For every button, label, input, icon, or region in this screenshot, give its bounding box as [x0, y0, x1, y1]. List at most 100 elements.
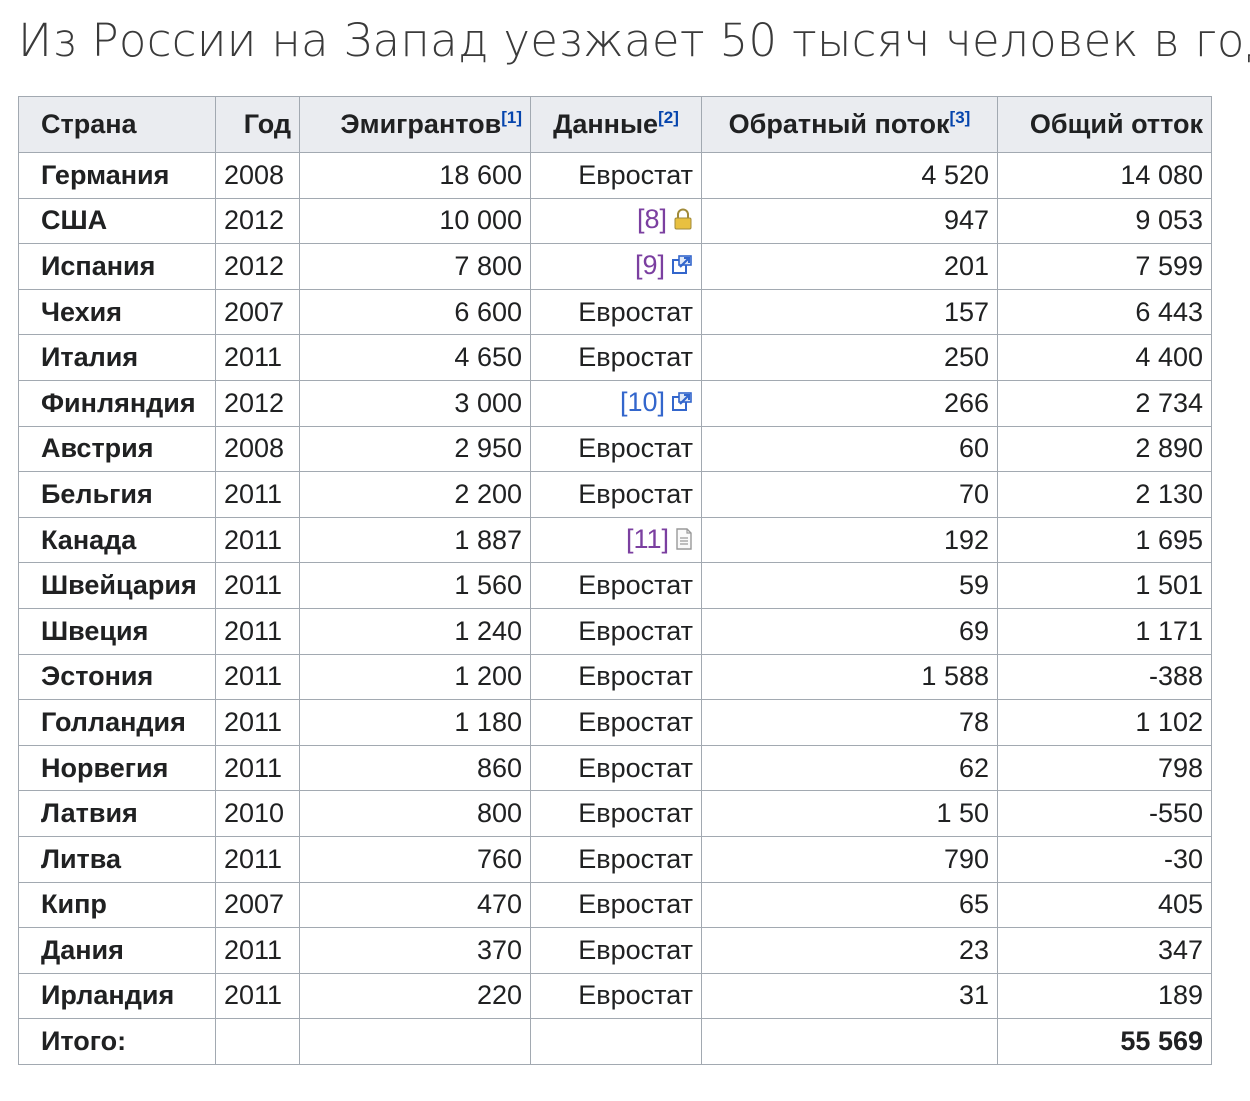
cell-year: 2011: [215, 699, 300, 746]
table-row: США 2012 10 000 [8] 947 9 053: [18, 197, 1212, 245]
cell-return: 1 50: [701, 790, 998, 837]
source-label: Евростат: [578, 570, 693, 601]
cell-total: 405: [997, 881, 1212, 929]
table-row: Швейцария 2011 1 560 Евростат 59 1 501: [18, 562, 1212, 609]
source-ref-link[interactable]: [9]: [634, 249, 665, 280]
source-label: Евростат: [578, 342, 693, 373]
cell-return: 266: [701, 379, 998, 427]
cell-country: Кипр: [18, 881, 216, 929]
document-icon[interactable]: [675, 526, 693, 557]
cell-return: 790: [701, 835, 998, 883]
lock-icon[interactable]: [673, 206, 693, 237]
source-label: Евростат: [578, 889, 693, 920]
table-row: Чехия 2007 6 600 Евростат 157 6 443: [18, 288, 1212, 336]
table-row: Латвия 2010 800 Евростат 1 50 -550: [18, 790, 1212, 837]
cell-return: 69: [701, 607, 998, 655]
cell-total: 1 695: [997, 516, 1212, 564]
header-return-ref-link[interactable]: [3]: [949, 108, 971, 127]
cell-total: 1 102: [997, 699, 1212, 746]
cell-country: Эстония: [18, 653, 216, 701]
cell-country: США: [18, 197, 216, 245]
cell-year: 2010: [215, 790, 300, 837]
external-link-icon[interactable]: [671, 389, 693, 420]
cell-total: 7 599: [997, 243, 1212, 290]
table-row: Австрия 2008 2 950 Евростат 60 2 890: [18, 425, 1212, 473]
cell-year: 2011: [215, 516, 300, 564]
cell-emigrants: 2 200: [299, 471, 531, 518]
cell-return: 78: [701, 699, 998, 746]
cell-source: [10]: [530, 379, 702, 427]
cell-emigrants: 7 800: [299, 243, 531, 290]
table-row: Норвегия 2011 860 Евростат 62 798: [18, 744, 1212, 792]
cell-year: 2012: [215, 243, 300, 290]
cell-return: 23: [701, 927, 998, 974]
cell-total: 1 501: [997, 562, 1212, 609]
header-emigrants: Эмигрантов[1]: [299, 96, 531, 153]
cell-year: 2011: [215, 744, 300, 792]
header-data-ref-link[interactable]: [2]: [658, 108, 679, 127]
cell-year: 2011: [215, 607, 300, 655]
source-label: Евростат: [578, 980, 693, 1011]
cell-country: Бельгия: [18, 471, 216, 518]
cell-source: Евростат: [530, 425, 702, 473]
cell-source: [11]: [530, 516, 702, 564]
cell-year: 2011: [215, 562, 300, 609]
cell-year: 2012: [215, 197, 300, 245]
cell-emigrants: 1 887: [299, 516, 531, 564]
cell-source: Евростат: [530, 653, 702, 701]
header-year: Год: [215, 96, 300, 153]
cell-year: 2011: [215, 835, 300, 883]
cell-emigrants: 4 650: [299, 334, 531, 381]
total-empty-cell: [701, 1018, 998, 1065]
cell-emigrants: 760: [299, 835, 531, 883]
table-header-row: Страна Год Эмигрантов[1] Данные[2] Обрат…: [18, 96, 1212, 153]
table-row: Швеция 2011 1 240 Евростат 69 1 171: [18, 607, 1212, 655]
external-link-icon[interactable]: [671, 252, 693, 283]
cell-country: Швейцария: [18, 562, 216, 609]
table-row: Эстония 2011 1 200 Евростат 1 588 -388: [18, 653, 1212, 701]
cell-source: Евростат: [530, 152, 702, 199]
cell-return: 250: [701, 334, 998, 381]
cell-source: Евростат: [530, 881, 702, 929]
emigration-table: Страна Год Эмигрантов[1] Данные[2] Обрат…: [18, 96, 1212, 1065]
cell-country: Латвия: [18, 790, 216, 837]
cell-return: 59: [701, 562, 998, 609]
header-country: Страна: [18, 96, 216, 153]
header-total: Общий отток: [997, 96, 1212, 153]
cell-total: 189: [997, 972, 1212, 1020]
cell-return: 70: [701, 471, 998, 518]
table-row: Италия 2011 4 650 Евростат 250 4 400: [18, 334, 1212, 381]
total-value: 55 569: [997, 1018, 1212, 1065]
table-row: Финляндия 2012 3 000 [10] 266 2 734: [18, 379, 1212, 427]
cell-emigrants: 6 600: [299, 288, 531, 336]
total-label: Итого:: [18, 1018, 216, 1065]
cell-emigrants: 370: [299, 927, 531, 974]
cell-return: 65: [701, 881, 998, 929]
header-data-label: Данные: [553, 109, 659, 139]
cell-year: 2011: [215, 927, 300, 974]
cell-year: 2011: [215, 653, 300, 701]
source-ref-link[interactable]: [10]: [619, 386, 665, 417]
cell-source: Евростат: [530, 699, 702, 746]
header-return-label: Обратный поток: [728, 109, 950, 139]
header-emigrants-ref-link[interactable]: [1]: [501, 108, 522, 127]
table-row: Ирландия 2011 220 Евростат 31 189: [18, 972, 1212, 1020]
cell-return: 157: [701, 288, 998, 336]
cell-year: 2007: [215, 288, 300, 336]
cell-country: Ирландия: [18, 972, 216, 1020]
source-ref-link[interactable]: [11]: [625, 523, 669, 554]
table-row: Испания 2012 7 800 [9] 201 7 599: [18, 243, 1212, 290]
cell-total: 14 080: [997, 152, 1212, 199]
cell-country: Литва: [18, 835, 216, 883]
header-data: Данные[2]: [530, 96, 702, 153]
cell-country: Норвегия: [18, 744, 216, 792]
cell-emigrants: 470: [299, 881, 531, 929]
cell-source: Евростат: [530, 562, 702, 609]
cell-source: [8]: [530, 197, 702, 245]
cell-return: 62: [701, 744, 998, 792]
source-ref-link[interactable]: [8]: [636, 204, 667, 235]
cell-total: 2 734: [997, 379, 1212, 427]
header-emigrants-label: Эмигрантов: [340, 109, 502, 139]
cell-return: 947: [701, 197, 998, 245]
table-row: Германия 2008 18 600 Евростат 4 520 14 080: [18, 152, 1212, 199]
